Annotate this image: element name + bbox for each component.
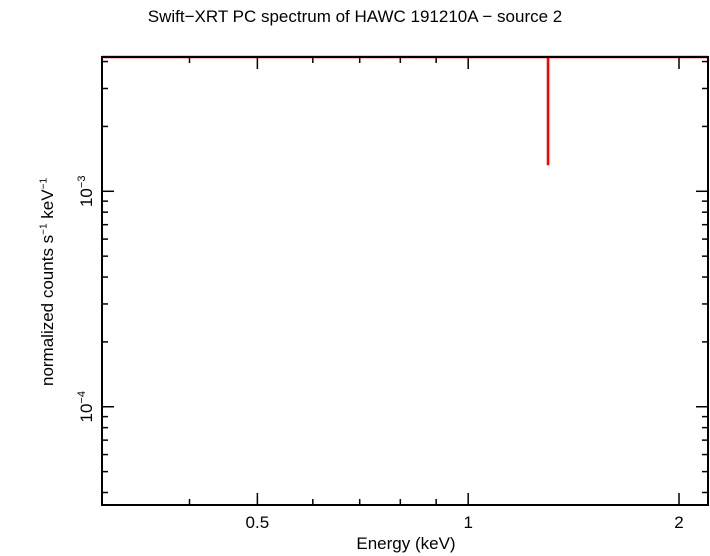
y-tick-label-base: 10 <box>77 188 96 207</box>
major-ticks <box>102 57 708 505</box>
x-tick-label: 1 <box>463 513 472 532</box>
y-tick-label-exponent: −4 <box>76 391 88 404</box>
plot-frame <box>101 56 709 506</box>
y-tick-label: 10−3 <box>76 176 96 207</box>
y-label-exp1: −1 <box>38 223 50 235</box>
y-label-mid: keV <box>38 189 57 224</box>
y-tick-label-base: 10 <box>77 404 96 423</box>
y-label-base: normalized counts s <box>38 234 57 387</box>
y-tick-labels: 10−410−3 <box>76 176 96 423</box>
y-axis-label: normalized counts s−1 keV−1 <box>38 178 58 386</box>
minor-ticks <box>102 57 708 505</box>
x-tick-labels: 0.5 1 2 <box>246 513 684 532</box>
x-tick-label: 2 <box>674 513 683 532</box>
x-tick-label: 0.5 <box>246 513 270 532</box>
series-layer <box>102 55 708 166</box>
x-axis-label: Energy (keV) <box>356 534 456 553</box>
y-label-exp2: −1 <box>38 177 50 190</box>
y-tick-label-exponent: −3 <box>76 176 88 189</box>
y-tick-label: 10−4 <box>76 391 96 422</box>
chart-title: Swift−XRT PC spectrum of HAWC 191210A − … <box>147 7 563 26</box>
